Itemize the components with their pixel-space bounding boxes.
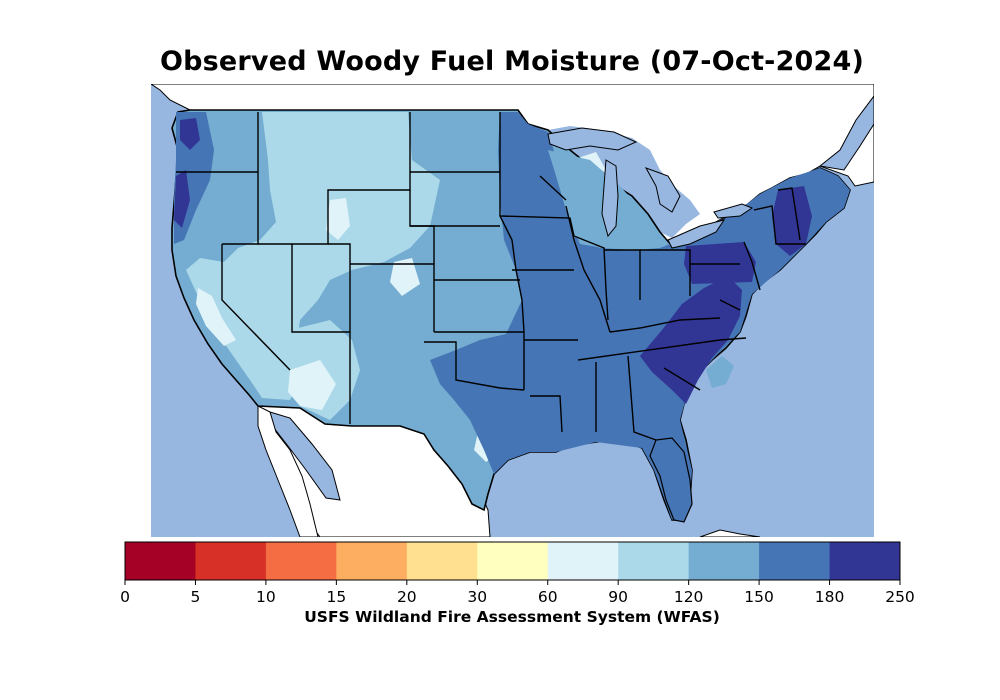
colorbar-segment bbox=[265, 542, 337, 580]
colorbar-segment bbox=[759, 542, 831, 580]
colorbar-segment bbox=[547, 542, 619, 580]
lake-erie bbox=[667, 219, 726, 249]
colorbar-tick-label: 10 bbox=[256, 588, 276, 606]
st-lawrence-water bbox=[818, 95, 874, 171]
lake-superior bbox=[547, 127, 638, 151]
colorbar-tick-label: 30 bbox=[467, 588, 488, 606]
lake-michigan bbox=[601, 159, 619, 238]
gulf-of-california bbox=[269, 411, 341, 501]
moisture-zone-60-90-arizona bbox=[288, 360, 336, 410]
colorbar-frame bbox=[124, 541, 901, 581]
lake-ontario bbox=[713, 203, 754, 219]
colorbar-tick-label: 180 bbox=[814, 588, 845, 606]
fuel-moisture-map bbox=[151, 84, 874, 537]
great-lakes-region bbox=[548, 126, 700, 238]
colorbar-segments bbox=[125, 542, 901, 580]
florida-peninsula bbox=[649, 437, 693, 523]
colorbar-segment bbox=[688, 542, 760, 580]
lake-huron bbox=[644, 167, 681, 213]
moisture-zone-180-250-pennsylvania bbox=[684, 242, 756, 284]
colorbar-tick-label: 0 bbox=[120, 588, 130, 606]
cuba-island bbox=[699, 529, 761, 537]
moisture-zone-60-90-california bbox=[196, 288, 236, 346]
colorbar-segment bbox=[477, 542, 549, 580]
colorbar-tick-label: 150 bbox=[744, 588, 774, 606]
colorbar-ticks bbox=[124, 580, 901, 585]
colorbar-segment bbox=[125, 542, 196, 580]
colorbar-tick-label: 15 bbox=[326, 588, 347, 606]
colorbar-source-label: USFS Wildland Fire Assessment System (WF… bbox=[304, 608, 720, 626]
colorbar-segment bbox=[829, 542, 901, 580]
state-borders bbox=[176, 112, 806, 441]
colorbar-tick-label: 20 bbox=[396, 588, 417, 606]
moisture-zone-180-250-new-england bbox=[772, 186, 812, 256]
moisture-zone-180-250-appalachia bbox=[640, 276, 742, 404]
colorbar-tick-label: 60 bbox=[537, 588, 558, 606]
moisture-zone-180-250-oregon-coast bbox=[174, 170, 190, 228]
moisture-zone-60-90-colorado bbox=[390, 258, 420, 296]
colorbar-tick-label: 90 bbox=[608, 588, 629, 606]
baja-peninsula bbox=[257, 405, 319, 537]
colorbar-tick-label: 250 bbox=[885, 588, 915, 606]
colorbar-tick-label: 120 bbox=[673, 588, 704, 606]
colorbar-tick-label: 5 bbox=[190, 588, 201, 606]
moisture-zone-180-250-washington bbox=[180, 118, 200, 150]
colorbar-segment bbox=[406, 542, 478, 580]
colorbar-segment bbox=[336, 542, 408, 580]
moisture-zone-60-90-utah bbox=[326, 198, 350, 240]
colorbar-segment bbox=[618, 542, 690, 580]
moisture-zone-150-180-east bbox=[430, 112, 850, 520]
moisture-zone-120-150-carolina-coast bbox=[706, 356, 734, 388]
page-title: Observed Woody Fuel Moisture (07-Oct-202… bbox=[159, 46, 865, 77]
colorbar-segment bbox=[195, 542, 267, 580]
